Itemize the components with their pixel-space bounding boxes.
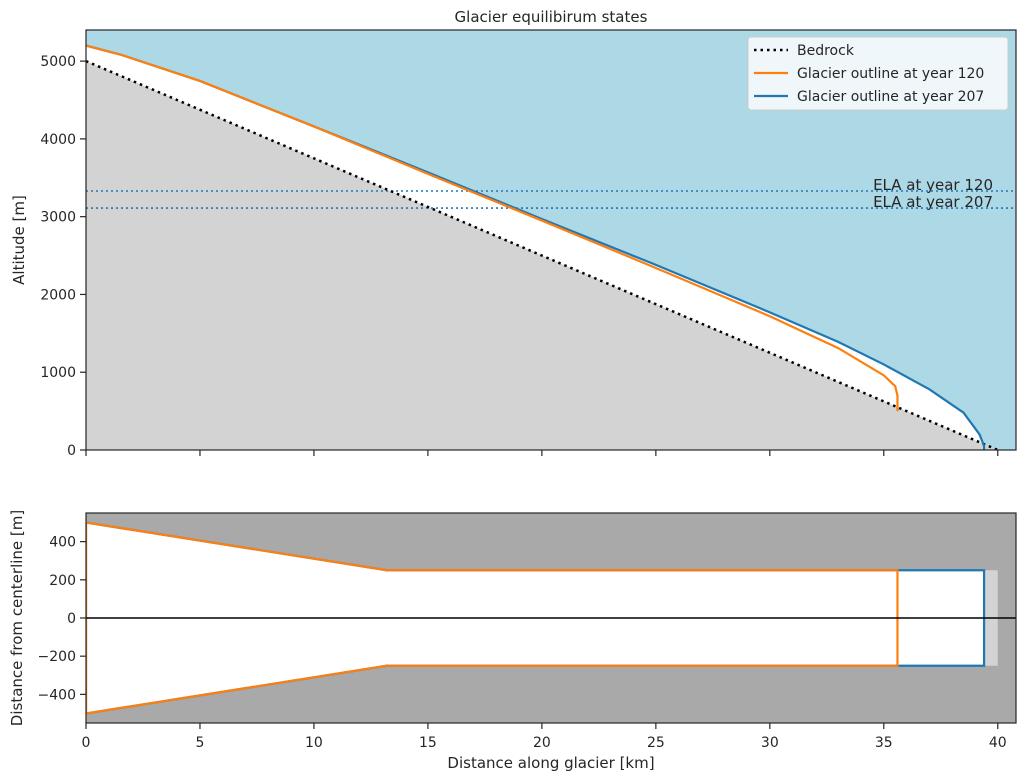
top-y-tick-label-4: 4000 [40,132,76,148]
top-y-tick-label-2: 2000 [40,287,76,303]
legend-label-year-120: Glacier outline at year 120 [797,66,984,82]
top-y-tick-label-5: 5000 [40,54,76,70]
top-plot-frame [85,29,1017,451]
bottom-y-tick-label-3: 200 [49,573,76,589]
bottom-x-axis-label: Distance along glacier [km] [447,754,654,772]
series-line-year-120 [86,44,899,412]
bottom-y-axis-label: Distance from centerline [m] [8,510,26,726]
bottom-x-tick-label-6: 30 [761,735,779,751]
top-legend: Bedrock Glacier outline at year 120 Glac… [747,36,1009,111]
series-line-bedrock [86,59,999,450]
legend-label-bedrock: Bedrock [797,43,855,59]
top-chart-panel: Glacier equilibirum states ELA at year 1… [10,8,1017,459]
top-y-tick-label-0: 0 [67,443,76,459]
bottom-x-tick-label-5: 25 [647,735,665,751]
bottom-x-tick-label-2: 10 [305,735,323,751]
top-y-axis-label: Altitude [m] [10,195,28,285]
legend-frame [747,36,1009,111]
bottom-y-tick-label-0: −400 [38,687,76,703]
bottom-x-tick-label-1: 5 [196,735,205,751]
bottom-plot-inner [86,513,1016,723]
ela-label-1: ELA at year 207 [873,193,993,211]
bottom-x-tick-label-3: 15 [419,735,437,751]
top-y-tick-label-3: 3000 [40,210,76,226]
bottom-x-tick-label-7: 35 [875,735,893,751]
ela-label-0: ELA at year 120 [873,176,993,194]
top-y-tick-label-1: 1000 [40,365,76,381]
bottom-y-tick-label-1: −200 [38,649,76,665]
outline-year-120 [86,521,899,715]
bottom-y-tick-label-2: 0 [67,611,76,627]
bottom-x-tick-label-0: 0 [82,735,91,751]
bottom-y-tick-label-4: 400 [49,535,76,551]
bottom-chart-panel: −400 −200 0 200 400 0 5 10 15 20 25 30 35 40 Distance… [8,510,1017,772]
top-chart-title: Glacier equilibirum states [455,8,648,26]
bottom-plot-area: −400 −200 0 200 400 0 5 10 15 20 25 30 35 40 [38,512,1017,751]
bottom-x-tick-label-8: 40 [989,735,1007,751]
legend-label-year-207: Glacier outline at year 207 [797,89,984,105]
bottom-x-tick-label-4: 20 [533,735,551,751]
